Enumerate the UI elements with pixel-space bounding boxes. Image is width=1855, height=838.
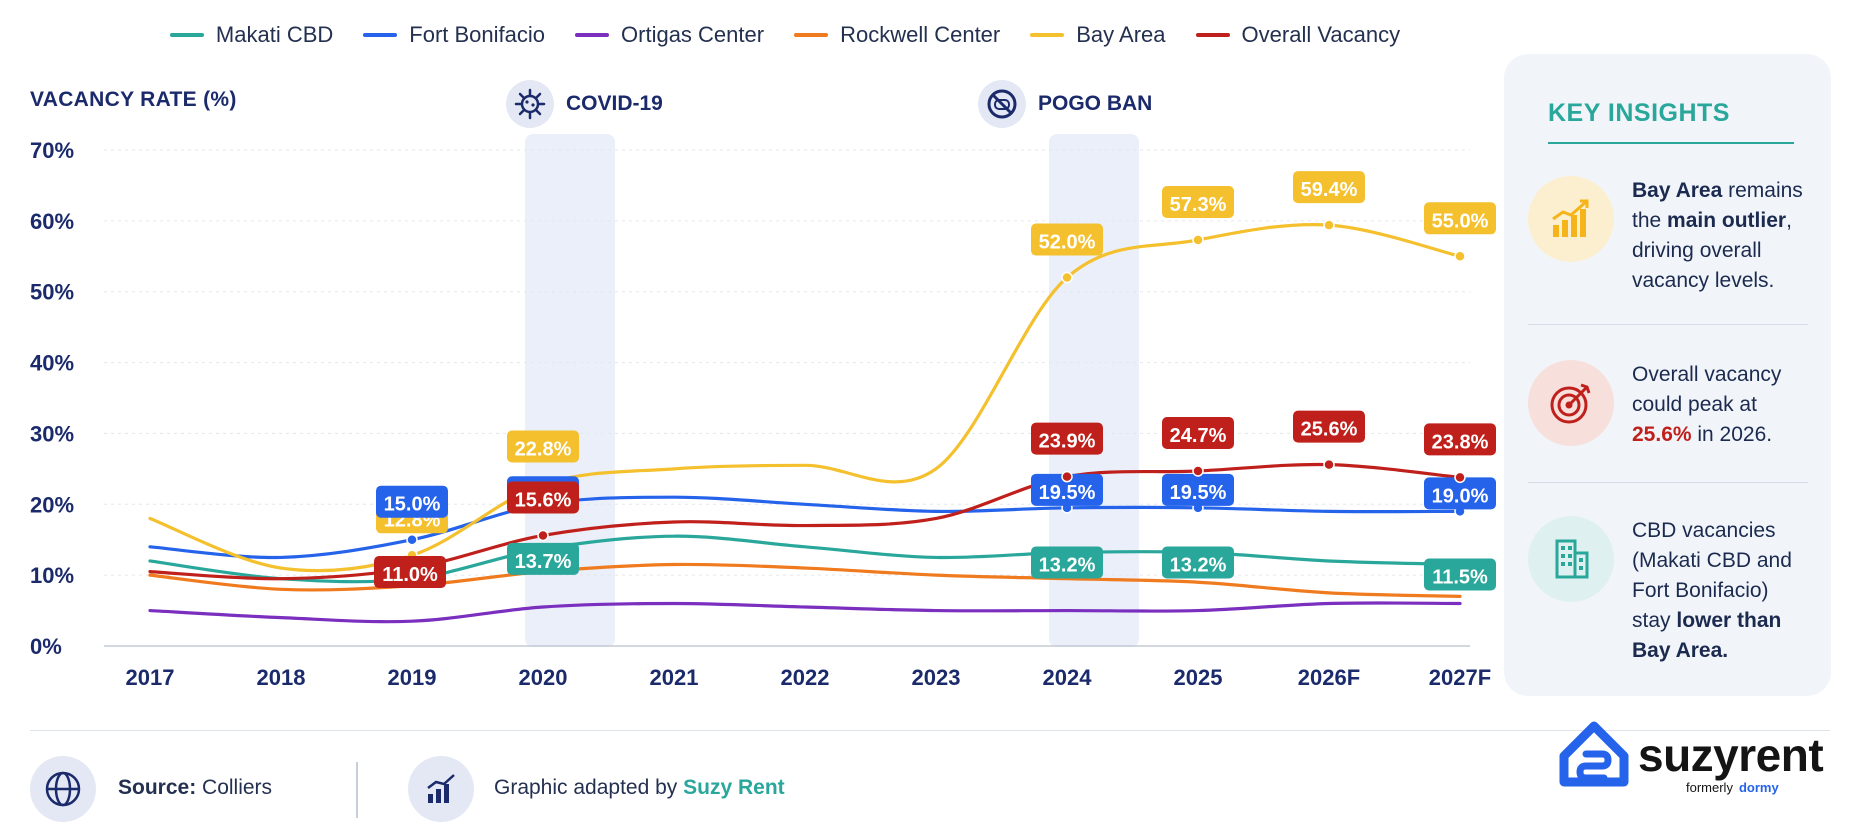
data-point (407, 535, 417, 545)
brand-formerly: formerly dormy (1686, 780, 1779, 795)
y-tick-label: 40% (30, 351, 74, 376)
data-label: 13.2% (1170, 554, 1227, 576)
y-tick-label: 60% (30, 209, 74, 234)
data-label: 13.7% (515, 551, 572, 573)
data-label: 23.9% (1039, 431, 1096, 453)
x-tick-label: 2018 (257, 665, 306, 690)
series-line (150, 497, 1460, 557)
series-line (150, 603, 1460, 622)
former-brand-name: dormy (1739, 780, 1779, 795)
data-label: 55.0% (1432, 210, 1489, 232)
x-tick-label: 2024 (1043, 665, 1093, 690)
data-point (1062, 472, 1072, 482)
bar-chart-growth-icon (1528, 176, 1614, 262)
data-label: 57.3% (1170, 194, 1227, 216)
data-point (1193, 235, 1203, 245)
brand-wordmark: suzyrent (1638, 728, 1823, 782)
x-tick-label: 2019 (388, 665, 437, 690)
source-value: Colliers (202, 776, 272, 799)
data-label: 25.6% (1301, 419, 1358, 441)
y-tick-label: 70% (30, 138, 74, 163)
x-tick-label: 2023 (912, 665, 961, 690)
data-point (1455, 472, 1465, 482)
data-label: 59.4% (1301, 179, 1358, 201)
y-tick-label: 0% (30, 634, 62, 659)
adapted-prefix: Graphic adapted by (494, 776, 683, 799)
building-icon (1528, 516, 1614, 602)
insight-text-2: Overall vacancy could peak at 25.6% in 2… (1632, 360, 1808, 450)
data-point (1324, 220, 1334, 230)
x-tick-label: 2021 (650, 665, 699, 690)
data-label: 15.0% (384, 494, 441, 516)
source-label: Source: (118, 776, 196, 799)
brand-logo: suzyrent formerly dormy (1552, 718, 1842, 808)
key-insights-panel: KEY INSIGHTS Bay Area remains the main o… (1504, 54, 1831, 696)
insight-overall-vacancy: Overall vacancy could peak at 25.6% in 2… (1528, 360, 1808, 450)
data-label: 11.5% (1432, 567, 1488, 589)
insights-title: KEY INSIGHTS (1548, 99, 1730, 128)
data-label: 15.6% (515, 489, 572, 511)
growth-chart-icon (408, 756, 474, 822)
vacancy-line-chart: 0% 10% 20% 30% 40% 50% 60% 70% 2017 2018 2019 2020 2… (0, 0, 1500, 710)
formerly-label: formerly (1686, 780, 1733, 795)
insight-text-3: CBD vacancies (Makati CBD and Fort Bonif… (1632, 516, 1808, 666)
insights-title-rule (1548, 142, 1794, 144)
series-line (150, 464, 1460, 578)
insight-divider (1528, 324, 1808, 325)
target-icon (1528, 360, 1614, 446)
x-tick-label: 2022 (781, 665, 830, 690)
data-label: 52.0% (1039, 232, 1096, 254)
data-label: 13.2% (1039, 554, 1096, 576)
data-point (1455, 251, 1465, 261)
insight-divider (1528, 482, 1808, 483)
insight-text-1: Bay Area remains the main outlier, drivi… (1632, 176, 1808, 296)
x-tick-label: 2027F (1429, 665, 1491, 690)
x-tick-label: 2020 (519, 665, 568, 690)
adapted-brand: Suzy Rent (683, 776, 785, 799)
data-label: 24.7% (1170, 425, 1227, 447)
data-label: 22.8% (515, 438, 572, 460)
data-point (1324, 460, 1334, 470)
footer-adapted-by: Graphic adapted by Suzy Rent (494, 776, 785, 800)
y-tick-label: 10% (30, 563, 74, 588)
data-label: 19.5% (1170, 482, 1227, 504)
x-tick-label: 2025 (1174, 665, 1223, 690)
data-point (1193, 466, 1203, 476)
y-tick-label: 20% (30, 492, 74, 517)
footer-source: Source: Colliers (118, 776, 272, 800)
data-point (538, 530, 548, 540)
house-logo-icon (1552, 718, 1636, 788)
data-label: 11.0% (382, 564, 438, 586)
x-tick-label: 2017 (126, 665, 175, 690)
series-line (150, 225, 1460, 571)
data-point (1062, 273, 1072, 283)
insight-cbd: CBD vacancies (Makati CBD and Fort Bonif… (1528, 516, 1808, 666)
data-label: 19.0% (1432, 485, 1489, 507)
data-label: 19.5% (1039, 482, 1096, 504)
x-tick-label: 2026F (1298, 665, 1360, 690)
y-tick-label: 30% (30, 421, 74, 446)
globe-icon (30, 756, 96, 822)
data-label: 23.8% (1432, 431, 1489, 453)
footer-vertical-divider (356, 762, 358, 818)
y-tick-label: 50% (30, 280, 74, 305)
insight-bay-area: Bay Area remains the main outlier, drivi… (1528, 176, 1808, 296)
